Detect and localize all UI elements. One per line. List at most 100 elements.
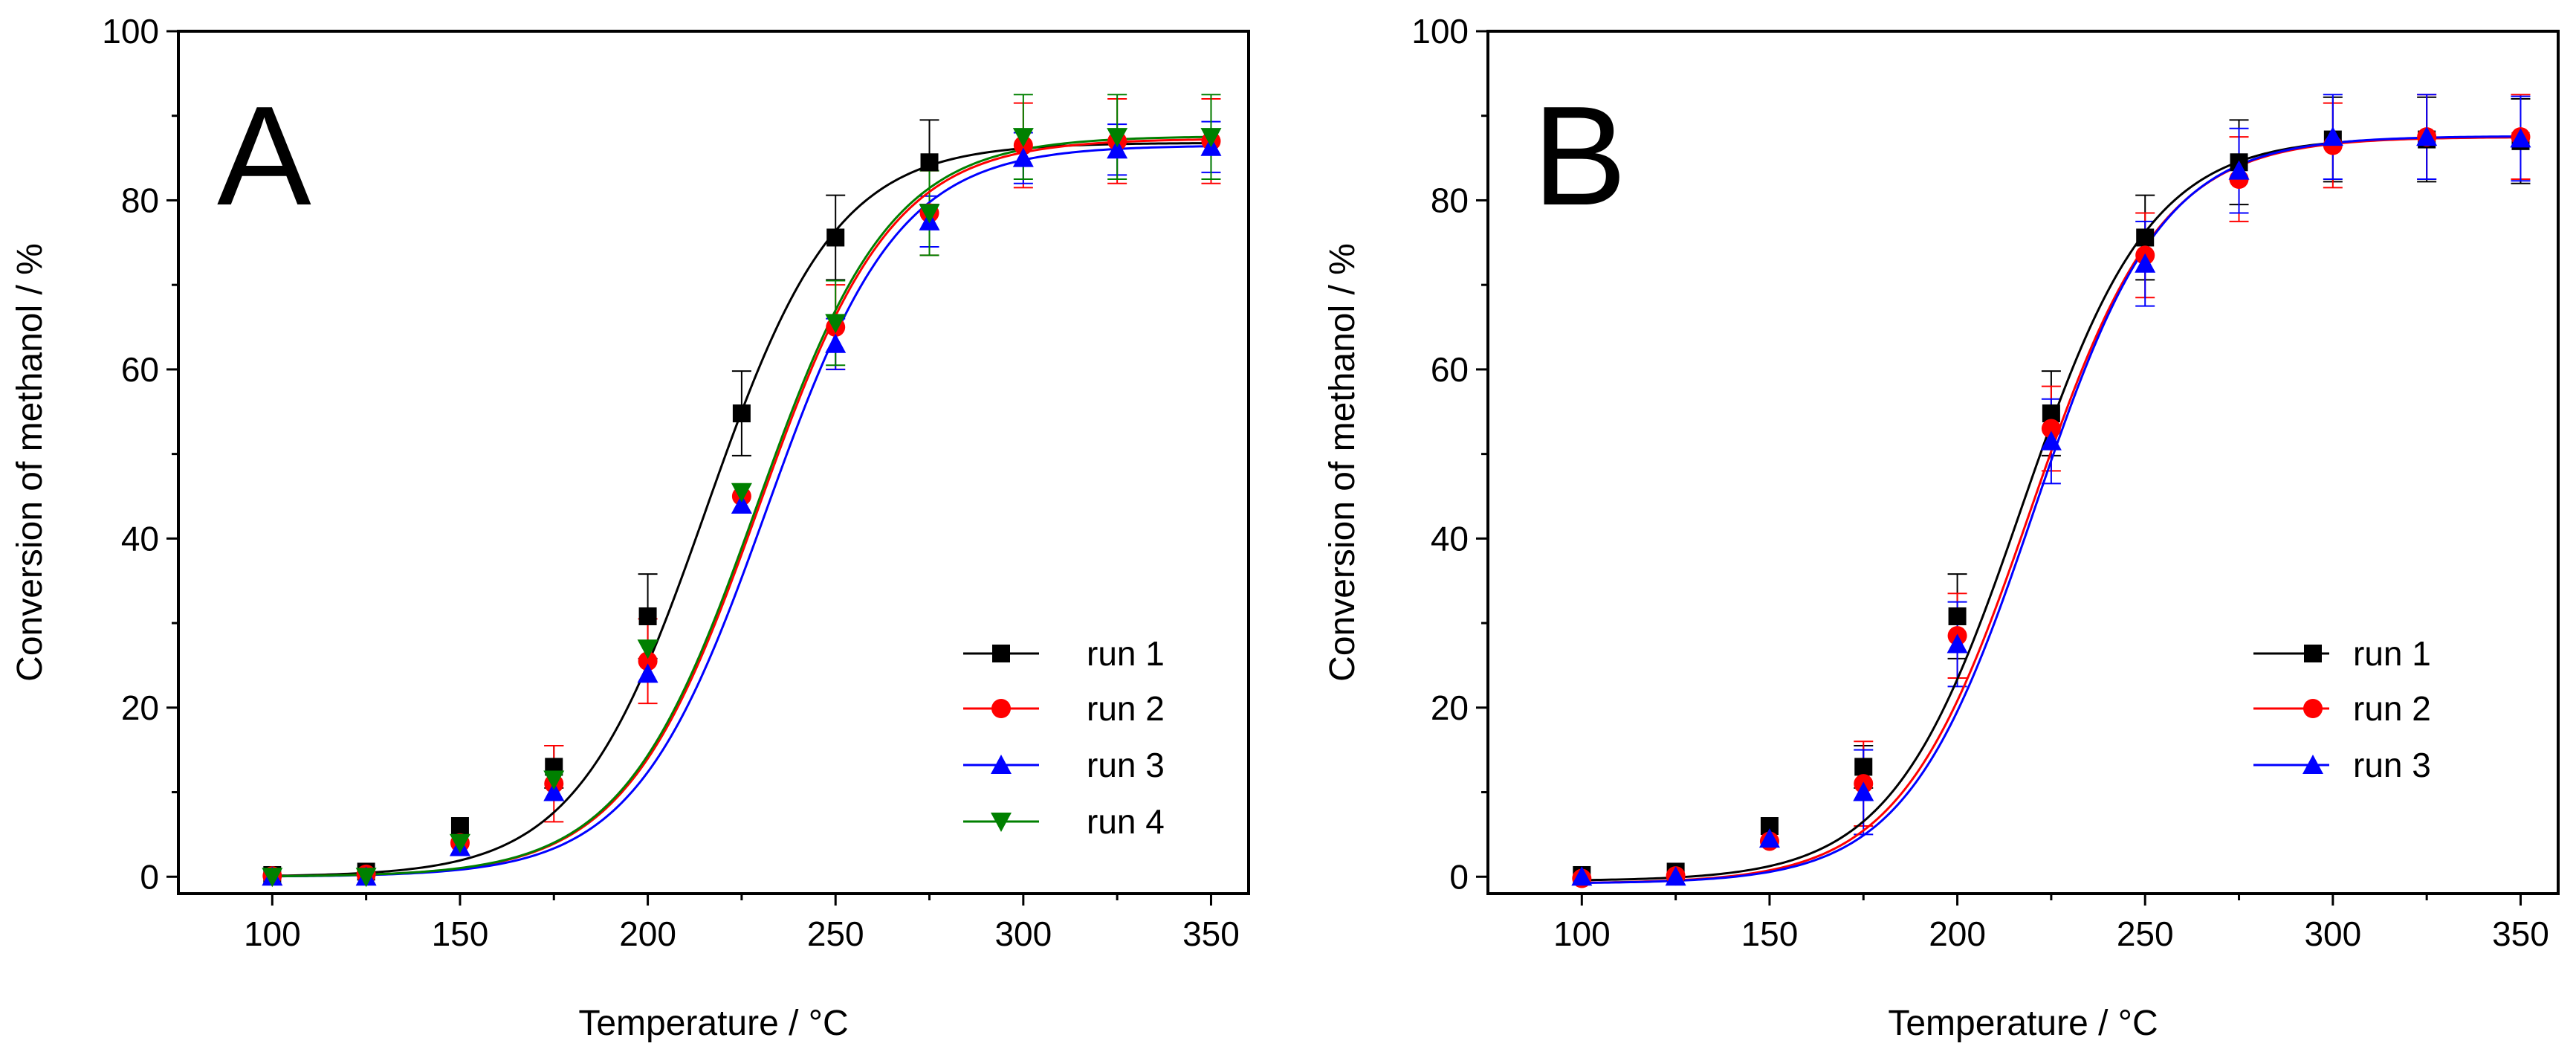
- x-tick-label: 200: [619, 914, 676, 953]
- y-tick-label: 40: [1431, 519, 1469, 558]
- y-tick-label: 60: [121, 350, 159, 389]
- x-tick-label: 100: [244, 914, 301, 953]
- data-point: [1012, 147, 1034, 167]
- panel-label-a: A: [217, 77, 311, 235]
- data-point: [1948, 607, 1967, 625]
- fit-curve-run-4: [272, 135, 1211, 878]
- data-point: [2416, 126, 2438, 146]
- legend-marker: [2302, 755, 2323, 774]
- legend-label: run 1: [1087, 634, 1165, 673]
- legend-marker: [991, 813, 1012, 832]
- legend-label: run 2: [1087, 689, 1165, 728]
- legend-marker-shape: [992, 645, 1010, 662]
- legend-label: run 3: [2353, 746, 2431, 784]
- legend-marker-shape: [991, 813, 1012, 832]
- x-tick-label: 300: [994, 914, 1052, 953]
- data-point: [731, 483, 752, 503]
- legend-marker-shape: [2302, 755, 2323, 774]
- x-tick-label: 350: [1182, 914, 1240, 953]
- legend-a: run 1 run 2 run 3 run 4: [963, 634, 1165, 841]
- legend-item-run-1: run 1: [2253, 634, 2431, 673]
- x-tick-label: 350: [2492, 914, 2549, 953]
- plot-frame-b: [1486, 30, 2560, 895]
- data-point: [1012, 128, 1034, 148]
- y-tick-label: 80: [1431, 181, 1469, 219]
- x-tick-label: 250: [2117, 914, 2174, 953]
- legend-marker-shape: [2304, 645, 2322, 662]
- y-tick-label: 100: [1411, 12, 1469, 51]
- data-point: [638, 651, 658, 671]
- data-point: [450, 817, 469, 836]
- y-axis-title: Conversion of methanol / %: [10, 243, 50, 682]
- x-axis-title: Temperature / °C: [1888, 1004, 2158, 1043]
- data-point: [731, 494, 752, 514]
- x-axis-title: Temperature / °C: [578, 1004, 848, 1043]
- y-tick-label: 0: [140, 857, 159, 896]
- data-point: [1853, 781, 1874, 801]
- data-point: [920, 153, 939, 172]
- axis-ticks-b: [1476, 30, 2522, 906]
- legend-item-run-4: run 4: [963, 802, 1165, 841]
- data-point: [1571, 866, 1593, 886]
- data-point: [826, 228, 845, 247]
- y-tick-label: 20: [121, 688, 159, 727]
- y-tick-label: 80: [121, 181, 159, 219]
- legend-item-run-2: run 2: [2253, 689, 2431, 728]
- legend-marker: [992, 645, 1010, 662]
- legend-label: run 4: [1087, 802, 1165, 841]
- data-point: [543, 770, 565, 790]
- data-point: [449, 833, 470, 853]
- y-tick-label: 60: [1431, 350, 1469, 389]
- legend-marker-shape: [991, 755, 1012, 774]
- data-point: [2135, 253, 2156, 273]
- data-point: [2228, 160, 2250, 180]
- data-point: [919, 204, 940, 224]
- legend-marker-shape: [991, 699, 1011, 718]
- data-point: [355, 868, 377, 888]
- data-point: [2136, 228, 2155, 247]
- plot-frame-a: [177, 30, 1250, 895]
- data-point: [2040, 430, 2062, 451]
- legend-label: run 1: [2353, 634, 2431, 673]
- y-tick-label: 0: [1449, 857, 1469, 896]
- legend-marker: [2303, 699, 2323, 718]
- y-tick-label: 100: [102, 12, 159, 51]
- y-axis-title: Conversion of methanol / %: [1323, 243, 1362, 682]
- data-point: [637, 663, 658, 683]
- data-point: [825, 314, 847, 334]
- data-point: [262, 868, 283, 888]
- legend-b: run 1 run 2 run 3: [2253, 634, 2431, 784]
- axis-ticks-a: [166, 30, 1212, 906]
- legend-item-run-2: run 2: [963, 689, 1165, 728]
- legend-label: run 3: [1087, 746, 1165, 784]
- x-tick-label: 250: [807, 914, 864, 953]
- data-point: [1107, 128, 1128, 148]
- y-tick-label: 40: [121, 519, 159, 558]
- legend-marker: [991, 755, 1012, 774]
- x-tick-label: 100: [1553, 914, 1611, 953]
- data-point: [1107, 139, 1128, 159]
- data-markers-b: [1571, 126, 2531, 888]
- data-markers-a: [262, 128, 1222, 888]
- data-point: [543, 781, 565, 801]
- legend-item-run-1: run 1: [963, 634, 1165, 673]
- fit-curve-run-3: [1582, 135, 2521, 885]
- data-point: [732, 404, 751, 423]
- data-point: [825, 333, 847, 353]
- x-tick-label: 150: [1741, 914, 1799, 953]
- data-point: [2041, 419, 2061, 439]
- y-tick-label: 20: [1431, 688, 1469, 727]
- legend-marker: [991, 699, 1011, 718]
- data-point: [638, 607, 657, 625]
- x-tick-label: 150: [432, 914, 489, 953]
- data-point: [2510, 128, 2531, 148]
- data-point: [1665, 866, 1686, 886]
- data-point: [1200, 128, 1222, 148]
- data-point: [637, 639, 658, 659]
- legend-label: run 2: [2353, 689, 2431, 728]
- chart-panel-b: 100 150 200 250 300 350 0 20 40 60 80 10…: [1323, 12, 2560, 1043]
- legend-marker: [2304, 645, 2322, 662]
- x-tick-label: 200: [1929, 914, 1986, 953]
- legend-item-run-3: run 3: [2253, 746, 2431, 784]
